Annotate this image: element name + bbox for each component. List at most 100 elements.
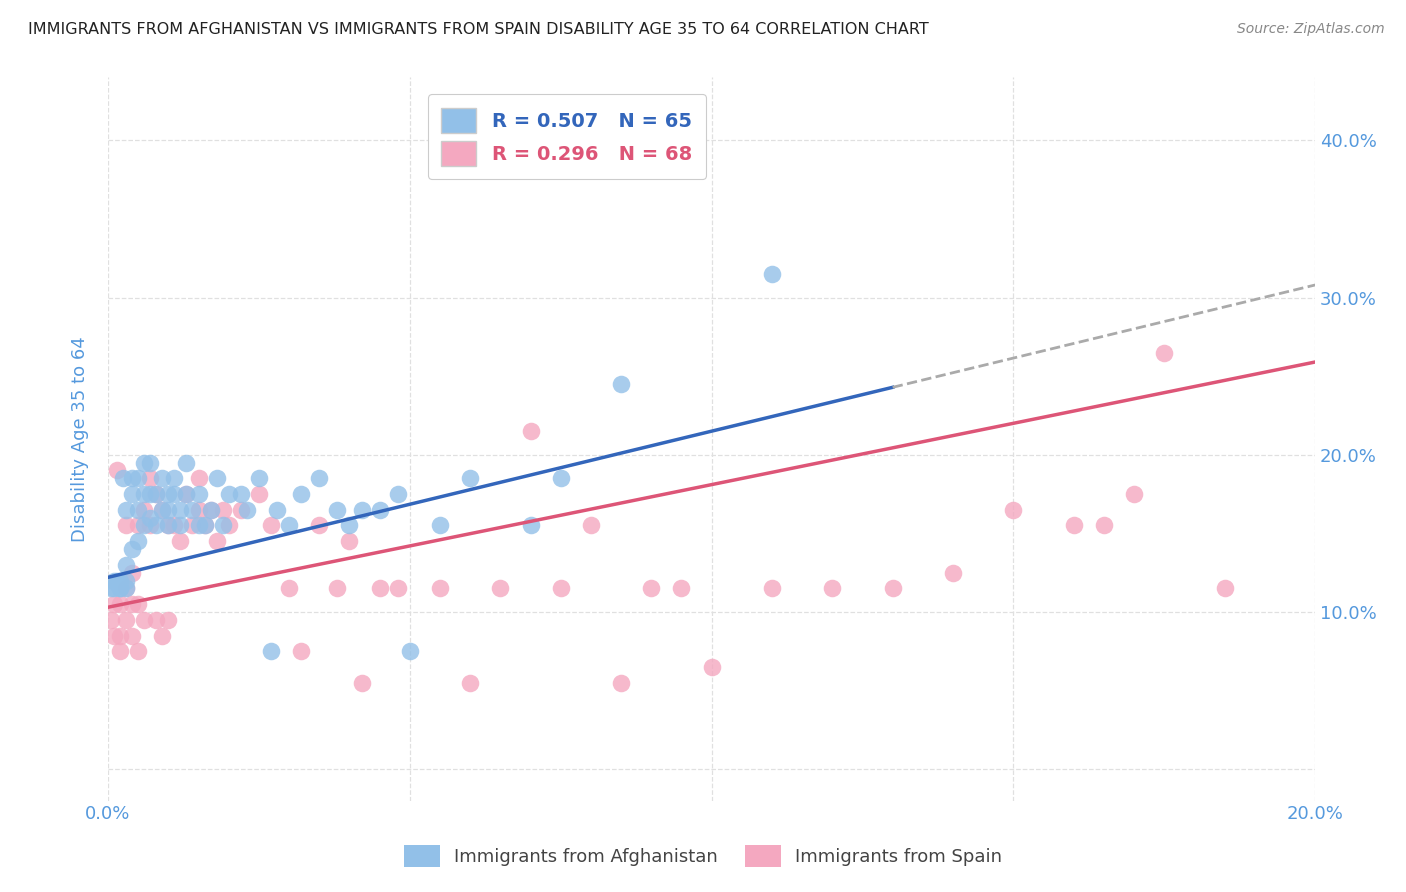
- Point: [671, 582, 693, 596]
- Point: [103, 597, 125, 611]
- Point: [368, 582, 391, 596]
- Point: [134, 518, 156, 533]
- Point: [187, 471, 209, 485]
- Point: [121, 487, 143, 501]
- Point: [387, 582, 409, 596]
- Point: [163, 518, 186, 533]
- Point: [115, 582, 138, 596]
- Point: [229, 502, 252, 516]
- Point: [115, 502, 138, 516]
- Point: [761, 267, 783, 281]
- Point: [761, 582, 783, 596]
- Point: [139, 518, 162, 533]
- Point: [115, 558, 138, 572]
- Point: [127, 644, 149, 658]
- Point: [108, 582, 131, 596]
- Legend: Immigrants from Afghanistan, Immigrants from Spain: Immigrants from Afghanistan, Immigrants …: [396, 838, 1010, 874]
- Point: [1063, 518, 1085, 533]
- Point: [187, 518, 209, 533]
- Point: [176, 487, 198, 501]
- Point: [339, 518, 361, 533]
- Point: [134, 613, 156, 627]
- Point: [489, 582, 512, 596]
- Point: [134, 502, 156, 516]
- Point: [458, 675, 481, 690]
- Text: IMMIGRANTS FROM AFGHANISTAN VS IMMIGRANTS FROM SPAIN DISABILITY AGE 35 TO 64 COR: IMMIGRANTS FROM AFGHANISTAN VS IMMIGRANT…: [28, 22, 929, 37]
- Point: [157, 518, 180, 533]
- Point: [1153, 345, 1175, 359]
- Point: [368, 502, 391, 516]
- Point: [100, 582, 122, 596]
- Point: [108, 628, 131, 642]
- Point: [181, 502, 204, 516]
- Point: [121, 471, 143, 485]
- Point: [187, 487, 209, 501]
- Point: [115, 574, 138, 588]
- Point: [247, 471, 270, 485]
- Point: [218, 518, 240, 533]
- Point: [127, 518, 149, 533]
- Point: [103, 628, 125, 642]
- Point: [127, 502, 149, 516]
- Point: [211, 518, 233, 533]
- Point: [579, 518, 602, 533]
- Point: [290, 644, 312, 658]
- Point: [229, 487, 252, 501]
- Point: [105, 574, 128, 588]
- Text: Source: ZipAtlas.com: Source: ZipAtlas.com: [1237, 22, 1385, 37]
- Point: [145, 518, 167, 533]
- Point: [157, 613, 180, 627]
- Point: [266, 502, 288, 516]
- Point: [610, 675, 633, 690]
- Point: [150, 471, 173, 485]
- Point: [200, 502, 222, 516]
- Point: [176, 487, 198, 501]
- Point: [115, 613, 138, 627]
- Point: [150, 502, 173, 516]
- Point: [290, 487, 312, 501]
- Point: [821, 582, 844, 596]
- Point: [169, 502, 191, 516]
- Point: [882, 582, 904, 596]
- Point: [181, 518, 204, 533]
- Point: [169, 534, 191, 549]
- Point: [108, 582, 131, 596]
- Point: [350, 502, 373, 516]
- Point: [308, 518, 330, 533]
- Point: [278, 582, 301, 596]
- Point: [700, 660, 723, 674]
- Point: [103, 574, 125, 588]
- Point: [387, 487, 409, 501]
- Point: [193, 518, 215, 533]
- Point: [163, 487, 186, 501]
- Point: [157, 502, 180, 516]
- Point: [150, 628, 173, 642]
- Point: [121, 628, 143, 642]
- Point: [278, 518, 301, 533]
- Point: [236, 502, 259, 516]
- Point: [115, 582, 138, 596]
- Point: [134, 456, 156, 470]
- Point: [121, 542, 143, 557]
- Point: [108, 574, 131, 588]
- Point: [350, 675, 373, 690]
- Point: [139, 456, 162, 470]
- Point: [247, 487, 270, 501]
- Point: [1213, 582, 1236, 596]
- Point: [458, 471, 481, 485]
- Point: [103, 582, 125, 596]
- Point: [205, 471, 228, 485]
- Point: [150, 502, 173, 516]
- Point: [260, 518, 283, 533]
- Point: [145, 487, 167, 501]
- Legend: R = 0.507   N = 65, R = 0.296   N = 68: R = 0.507 N = 65, R = 0.296 N = 68: [427, 95, 706, 179]
- Point: [157, 487, 180, 501]
- Point: [610, 376, 633, 391]
- Point: [112, 471, 135, 485]
- Point: [121, 566, 143, 580]
- Point: [145, 487, 167, 501]
- Point: [127, 534, 149, 549]
- Point: [200, 502, 222, 516]
- Point: [1092, 518, 1115, 533]
- Point: [105, 463, 128, 477]
